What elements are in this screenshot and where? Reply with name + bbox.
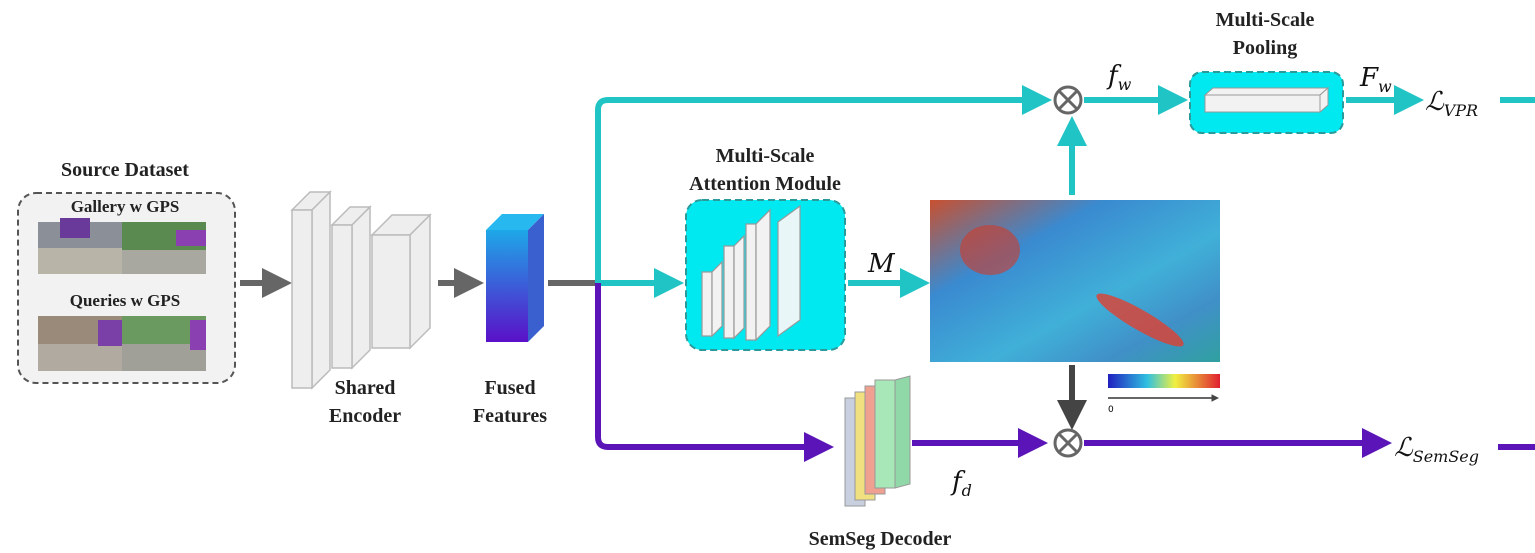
fused-label: Features xyxy=(473,405,547,427)
fused-block xyxy=(486,214,544,342)
loss-vpr-main: ℒ xyxy=(1425,87,1445,117)
colorbar-tick: 0 xyxy=(1108,405,1114,415)
pooled-w: Fw xyxy=(1359,63,1392,96)
attention-label: Attention Module xyxy=(689,173,841,195)
symbol-m: M xyxy=(867,249,896,279)
loss-vpr: ℒVPR xyxy=(1425,87,1478,120)
decoder-block xyxy=(844,375,911,507)
gallery-images xyxy=(38,218,206,274)
heat-spot xyxy=(1096,293,1184,347)
multiply-node xyxy=(1053,428,1083,458)
queries-label: Queries w GPS xyxy=(70,291,181,310)
fused-label: Fused xyxy=(484,377,535,399)
source-title: Source Dataset xyxy=(61,159,189,181)
pooled-w-main: F xyxy=(1359,63,1379,93)
pooling-label: Pooling xyxy=(1233,37,1297,59)
feature-w: fw xyxy=(1106,61,1132,94)
feature-d-sub: d xyxy=(962,481,972,500)
attention-label: Multi-Scale xyxy=(716,145,815,167)
attention-slabs xyxy=(701,204,801,342)
encoder-label: Encoder xyxy=(329,405,401,427)
cyan-path xyxy=(595,85,1052,283)
feature-d: fd xyxy=(950,467,972,500)
loss-semseg-main: ℒ xyxy=(1394,433,1414,463)
loss-semseg-sub: SemSeg xyxy=(1413,447,1479,466)
heat-spot xyxy=(960,225,1020,275)
loss-vpr-sub: VPR xyxy=(1444,101,1478,120)
loss-semseg: ℒSemSeg xyxy=(1394,433,1479,466)
pooled-w-sub: w xyxy=(1378,77,1392,96)
multiply-node xyxy=(1053,85,1083,115)
purple-path xyxy=(595,283,834,462)
encoder-label: Shared xyxy=(335,377,396,399)
colorbar xyxy=(1108,374,1220,388)
query-images xyxy=(38,316,206,371)
pooling-slab xyxy=(1203,86,1330,114)
gallery-label: Gallery w GPS xyxy=(71,197,180,216)
feature-w-sub: w xyxy=(1118,75,1132,94)
encoder-slabs xyxy=(290,190,432,390)
pooling-label: Multi-Scale xyxy=(1216,9,1315,31)
decoder-label: SemSeg Decoder xyxy=(809,528,952,550)
